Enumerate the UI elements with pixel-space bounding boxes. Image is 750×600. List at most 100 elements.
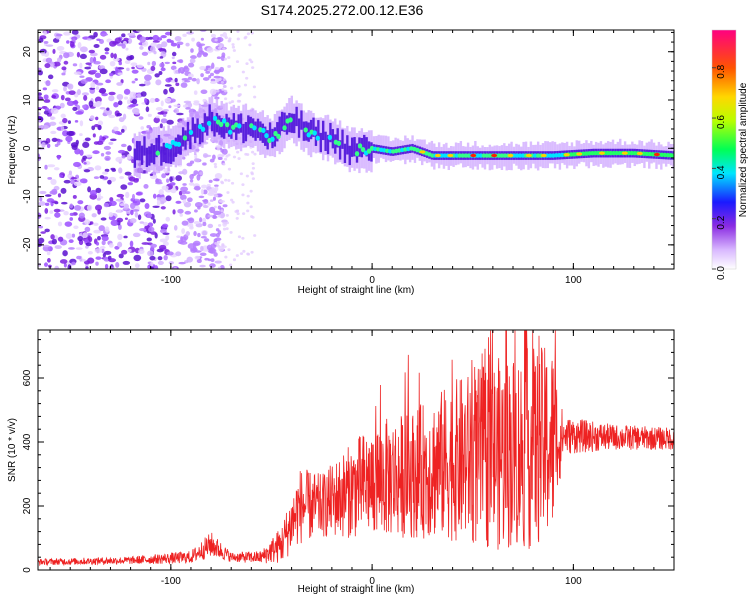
- noise-blob: [191, 37, 195, 42]
- noise-blob: [209, 263, 216, 268]
- noise-blob: [207, 258, 211, 262]
- noise-blob: [94, 248, 103, 254]
- x-tick-label: 100: [565, 275, 582, 286]
- noise-blob: [101, 92, 108, 97]
- noise-blob: [236, 99, 241, 103]
- noise-blob: [156, 43, 163, 50]
- noise-blob: [116, 193, 125, 198]
- ridge-peak: [155, 150, 160, 156]
- noise-blob: [165, 234, 170, 241]
- noise-blob: [245, 76, 249, 80]
- ridge-core: [169, 144, 173, 164]
- noise-blob: [159, 244, 167, 250]
- noise-blob: [241, 183, 245, 187]
- noise-blob: [46, 198, 55, 203]
- noise-blob: [175, 82, 180, 87]
- ridge-peak: [611, 150, 616, 156]
- y-tick-label: -10: [22, 189, 33, 204]
- noise-blob: [224, 97, 228, 101]
- noise-blob: [177, 239, 184, 244]
- ridge-core: [222, 119, 226, 139]
- ridge-peak: [517, 153, 523, 158]
- ridge-peak: [200, 126, 206, 132]
- noise-blob: [63, 211, 69, 216]
- noise-blob: [215, 79, 219, 83]
- noise-blob: [229, 263, 233, 267]
- noise-blob: [104, 51, 109, 55]
- ridge-peak: [176, 141, 182, 147]
- noise-blob: [217, 205, 222, 210]
- noise-blob: [244, 35, 248, 39]
- noise-blob: [164, 61, 170, 65]
- noise-blob: [185, 107, 191, 110]
- noise-blob: [38, 67, 42, 72]
- ridge-peak: [315, 135, 320, 141]
- noise-blob: [104, 263, 109, 269]
- noise-blob: [214, 96, 220, 100]
- noise-blob: [213, 193, 217, 197]
- noise-blob: [92, 150, 100, 155]
- noise-blob: [91, 213, 97, 218]
- noise-blob: [213, 252, 218, 257]
- noise-blob: [63, 86, 67, 92]
- noise-blob: [116, 209, 122, 213]
- noise-blob: [152, 218, 156, 224]
- noise-blob: [71, 233, 76, 238]
- ridge-core: [276, 122, 279, 142]
- noise-blob: [159, 56, 164, 59]
- noise-blob: [75, 110, 84, 115]
- ridge-core: [198, 124, 202, 145]
- noise-blob: [108, 258, 116, 263]
- noise-blob: [59, 259, 68, 264]
- ridge-core: [290, 113, 293, 133]
- ridge-core: [285, 115, 289, 135]
- noise-blob: [134, 112, 141, 115]
- ridge-core: [155, 137, 158, 158]
- noise-blob: [83, 169, 91, 173]
- noise-blob: [197, 205, 201, 210]
- ridge-core: [278, 116, 281, 136]
- noise-blob: [43, 99, 51, 103]
- noise-blob: [216, 89, 220, 93]
- noise-blob: [117, 72, 124, 76]
- ridge-peak: [520, 153, 526, 158]
- noise-blob: [96, 38, 101, 42]
- noise-blob: [89, 56, 94, 64]
- noise-blob: [60, 187, 67, 194]
- figure-title: S174.2025.272.00.12.E36: [261, 2, 424, 18]
- noise-blob: [95, 187, 102, 193]
- noise-blob: [165, 77, 172, 83]
- ridge-peak: [228, 129, 233, 135]
- noise-blob: [128, 104, 136, 108]
- noise-blob: [145, 106, 150, 113]
- ridge-core: [280, 111, 284, 132]
- noise-blob: [193, 231, 197, 237]
- noise-blob: [108, 141, 114, 146]
- ridge-hotspot: [621, 151, 628, 155]
- noise-blob: [182, 199, 187, 204]
- snr-series-line: [38, 330, 674, 567]
- ridge-peak: [206, 120, 212, 126]
- noise-blob: [49, 121, 57, 126]
- ridge-peak: [282, 125, 287, 131]
- x-tick-label: 0: [369, 275, 375, 286]
- noise-blob: [199, 264, 206, 268]
- ridge-core: [336, 128, 339, 148]
- ridge-core: [203, 113, 207, 133]
- ridge-core: [307, 122, 310, 142]
- noise-blob: [53, 61, 61, 67]
- noise-blob: [133, 254, 142, 262]
- noise-blob: [210, 33, 216, 38]
- noise-blob: [213, 190, 218, 194]
- noise-blob: [134, 211, 139, 218]
- ridge-core: [329, 122, 332, 143]
- noise-blob: [113, 53, 117, 59]
- noise-blob: [131, 69, 139, 74]
- ridge-core: [160, 146, 163, 166]
- ridge-core: [261, 123, 265, 143]
- noise-blob: [251, 177, 255, 181]
- noise-blob: [43, 30, 47, 36]
- noise-blob: [231, 43, 235, 46]
- noise-blob: [144, 202, 150, 209]
- ridge-core: [297, 118, 301, 138]
